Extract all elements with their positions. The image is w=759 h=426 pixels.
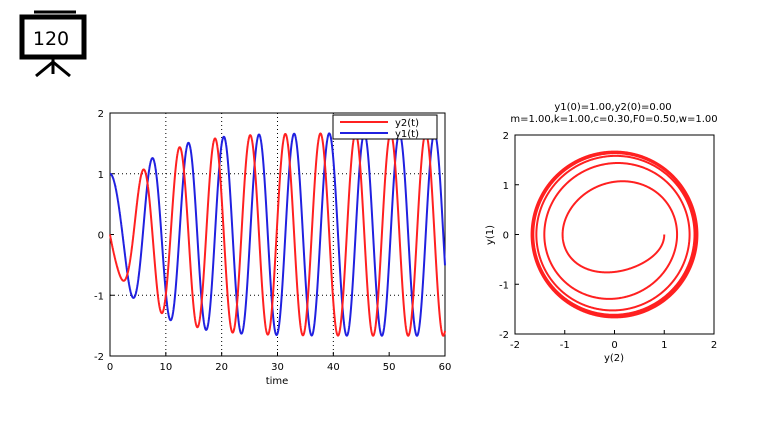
- board-leg-left: [35, 60, 54, 78]
- x-tick-label: 20: [215, 362, 228, 373]
- chart2-ticks: -2 -1 0 1 2 -2 -1 0 1 2: [499, 131, 717, 351]
- time-series-chart: 0 10 20 30 40 50 60 -2 -1 0 1 2 time y2(t) y1(t): [94, 109, 451, 387]
- legend-label-y2: y2(t): [395, 118, 419, 129]
- x-tick-label: 60: [439, 362, 452, 373]
- chart2-title: y1(0)=1.00,y2(0)=0.00: [554, 102, 671, 113]
- x-tick-label: 0: [611, 340, 617, 351]
- y-tick-label: 1: [503, 181, 509, 192]
- chart1-ticks: 0 10 20 30 40 50 60 -2 -1 0 1 2: [94, 109, 451, 373]
- chart1-xlabel: time: [266, 376, 289, 387]
- x-tick-label: 0: [107, 362, 113, 373]
- slide-number: 120: [33, 28, 69, 50]
- y-tick-label: -1: [94, 291, 104, 302]
- y-tick-label: 2: [503, 131, 509, 142]
- x-tick-label: -1: [560, 340, 570, 351]
- x-tick-label: 40: [327, 362, 340, 373]
- chart1-legend: y2(t) y1(t): [332, 114, 438, 140]
- x-tick-label: 10: [159, 362, 172, 373]
- x-tick-label: 2: [711, 340, 717, 351]
- y-tick-label: -2: [94, 352, 104, 363]
- y-tick-label: 0: [503, 231, 509, 242]
- x-tick-label: 1: [661, 340, 667, 351]
- y-tick-label: -2: [499, 330, 509, 341]
- x-tick-label: 50: [383, 362, 396, 373]
- y-tick-label: 0: [98, 231, 104, 242]
- phase-portrait-chart: y1(0)=1.00,y2(0)=0.00 m=1.00,k=1.00,c=0.…: [485, 102, 718, 364]
- chart2-ylabel: y(1): [485, 225, 496, 245]
- board-frame: [19, 14, 87, 60]
- chart2-xlabel: y(2): [604, 353, 624, 364]
- chart2-frame: [514, 134, 715, 335]
- legend-box: [332, 114, 438, 140]
- chart2-subtitle: m=1.00,k=1.00,c=0.30,F0=0.50,w=1.00: [510, 114, 717, 125]
- y-tick-label: 1: [98, 170, 104, 181]
- board-leg-right: [52, 60, 71, 78]
- x-tick-label: -2: [510, 340, 520, 351]
- legend-label-y1: y1(t): [395, 129, 419, 140]
- chart2-series: [530, 150, 699, 319]
- y-tick-label: 2: [98, 109, 104, 120]
- y-tick-label: -1: [499, 280, 509, 291]
- presentation-board-icon[interactable]: 120: [19, 10, 87, 78]
- x-tick-label: 30: [271, 362, 284, 373]
- phase-trajectory-line: [530, 150, 699, 319]
